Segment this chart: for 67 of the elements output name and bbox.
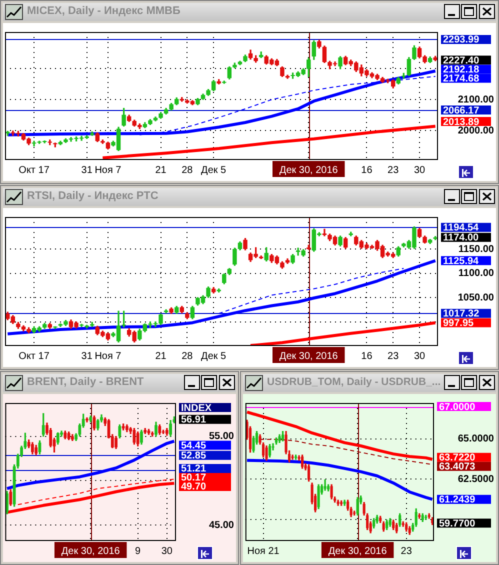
x-tick-label: 30 (414, 164, 426, 176)
ref-line-label: 51.21 (181, 464, 206, 475)
y-tick-label: 2100.00 (458, 94, 494, 106)
x-tick-label: 9 (135, 546, 142, 557)
data-label: 1125.94 (443, 256, 480, 267)
x-tick-label: 21 (155, 350, 167, 362)
data-label: 49.70 (181, 482, 206, 493)
text: 59.7700 (439, 518, 476, 530)
y-tick-label: 1050.00 (458, 292, 494, 304)
text: 56.91 (181, 414, 206, 426)
x-tick-label: Ноя 21 (247, 546, 280, 557)
data-label: 61.2439 (439, 494, 476, 506)
y-tick-label: 1150.00 (458, 244, 494, 255)
chart-title: MICEX, Daily - Индекс ММВБ (27, 5, 180, 17)
x-tick-label: 16 (361, 164, 373, 176)
chart-title: RTSI, Daily - Индекс РТС (27, 190, 158, 202)
data-label: 63.7220 (439, 452, 476, 464)
x-tick-label: 30 (414, 350, 426, 362)
x-tick-label: 16 (361, 350, 373, 362)
candlestick (322, 228, 327, 236)
x-tick-label: 23 (388, 350, 400, 362)
x-tick-label: 23 (400, 546, 412, 557)
x-tick-label: 31 (81, 350, 93, 362)
x-tick-label: Ноя 7 (94, 350, 122, 362)
y-tick-label: 2000.00 (458, 125, 494, 136)
candlestick (291, 454, 294, 460)
text: INDEX (181, 402, 212, 414)
x-tick-label: Дек 5 (201, 164, 227, 176)
x-tick-label: Окт 17 (18, 164, 50, 176)
x-tick-label: 31 (81, 164, 93, 176)
text: 1174.00 (443, 232, 479, 244)
x-tick-label: 28 (182, 164, 194, 176)
x-tick-label: Дек 5 (201, 350, 227, 362)
x-tick-label: Дек 30, 2016 (279, 164, 338, 176)
text: 2227.40 (443, 55, 480, 66)
data-label: 2192.18 (443, 64, 480, 76)
y-tick-label: 62.5000 (458, 474, 494, 485)
line-series (218, 268, 404, 314)
y-tick-label: 55.00 (208, 431, 234, 442)
chart-title: BRENT, Daily - BRENT (27, 376, 144, 388)
y-tick-label: 1100.00 (458, 268, 494, 280)
x-tick-label: 28 (182, 350, 194, 362)
x-tick-label: Дек 30, 2016 (61, 546, 120, 557)
ref-line-label: 1017.32 (443, 308, 480, 320)
ref-line-label: 2293.99 (443, 34, 480, 46)
ref-line-label: 2066.17 (443, 105, 480, 116)
x-tick-label: Дек 30, 2016 (279, 350, 338, 362)
ref-line-label: 1194.54 (443, 222, 480, 234)
x-tick-label: Ноя 7 (94, 164, 122, 176)
chart-title: USDRUB_TOM, Daily - USDRUB_... (267, 376, 441, 388)
data-label: 54.45 (181, 440, 206, 452)
x-tick-label: 30 (161, 546, 173, 557)
data-label: 63.4073 (439, 462, 476, 473)
data-label: 50.17 (181, 472, 206, 484)
data-label: 997.95 (443, 318, 474, 329)
line-series (260, 438, 433, 465)
candlestick (32, 140, 36, 146)
ref-line-label: 67.0000 (439, 402, 476, 413)
x-tick-label: 23 (388, 164, 400, 176)
data-label: 2013.89 (443, 116, 480, 128)
ref-line-label: 52.85 (181, 450, 206, 462)
data-label: 2174.68 (443, 73, 480, 84)
y-tick-label: 45.00 (208, 520, 234, 531)
x-tick-label: Окт 17 (18, 350, 50, 362)
x-tick-label: Дек 30, 2016 (328, 546, 388, 557)
y-tick-label: 65.0000 (458, 434, 494, 445)
x-tick-label: 21 (155, 164, 167, 176)
